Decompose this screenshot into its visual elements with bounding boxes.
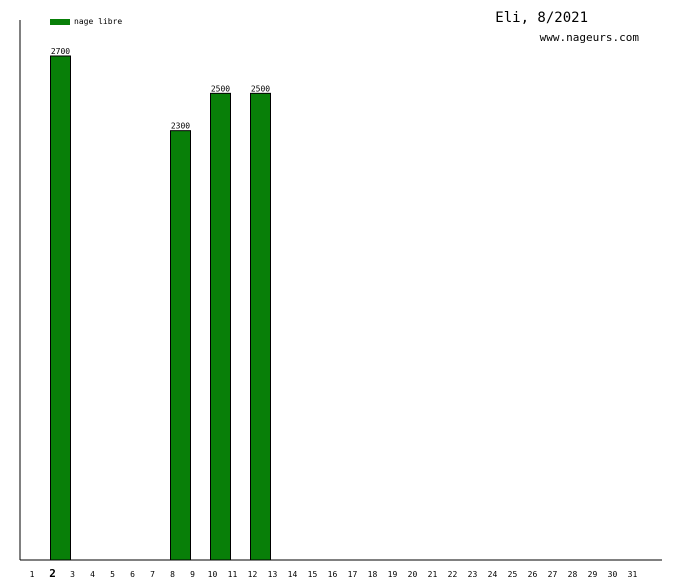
x-tick-label-9: 9 bbox=[190, 570, 195, 579]
chart-legend: nage libre bbox=[50, 17, 122, 26]
x-tick-label-17: 17 bbox=[348, 570, 358, 579]
x-tick-label-11: 11 bbox=[228, 570, 238, 579]
x-tick-label-25: 25 bbox=[508, 570, 518, 579]
x-tick-label-22: 22 bbox=[448, 570, 458, 579]
chart-x-tick-labels: 1 2 3 4 5 6 7 8 9 10 11 12 13 14 15 16 17 18 19 20 21 22 23 24 2… bbox=[30, 567, 638, 580]
site-url: www.nageurs.com bbox=[539, 31, 639, 44]
bar-day-8 bbox=[170, 130, 191, 561]
x-tick-label-24: 24 bbox=[488, 570, 498, 579]
x-tick-label-1: 1 bbox=[30, 570, 35, 579]
x-tick-label-14: 14 bbox=[288, 570, 298, 579]
x-tick-label-19: 19 bbox=[388, 570, 398, 579]
bar-day-2 bbox=[50, 55, 71, 561]
x-tick-label-15: 15 bbox=[308, 570, 318, 579]
x-tick-label-20: 20 bbox=[408, 570, 418, 579]
x-tick-label-13: 13 bbox=[268, 570, 278, 579]
x-tick-label-10: 10 bbox=[208, 570, 218, 579]
legend-label: nage libre bbox=[74, 17, 123, 26]
chart-title: Eli, 8/2021 bbox=[495, 10, 588, 26]
x-tick-label-7: 7 bbox=[150, 570, 155, 579]
x-tick-label-6: 6 bbox=[130, 570, 135, 579]
x-tick-label-27: 27 bbox=[548, 570, 558, 579]
x-tick-label-30: 30 bbox=[608, 570, 618, 579]
bar-value-label-day-8: 2300 bbox=[171, 122, 190, 131]
chart-bars bbox=[50, 55, 271, 561]
x-tick-label-5: 5 bbox=[110, 570, 115, 579]
legend-swatch bbox=[50, 18, 70, 25]
x-tick-label-23: 23 bbox=[468, 570, 478, 579]
chart-axes bbox=[19, 20, 662, 561]
x-tick-label-12: 12 bbox=[248, 570, 258, 579]
bar-day-10 bbox=[210, 92, 231, 561]
bar-day-12 bbox=[250, 92, 271, 561]
x-tick-label-29: 29 bbox=[588, 570, 598, 579]
x-tick-label-26: 26 bbox=[528, 570, 538, 579]
chart-bar-labels: 2700 2300 2500 2500 bbox=[51, 47, 270, 131]
x-tick-label-16: 16 bbox=[328, 570, 338, 579]
x-tick-label-28: 28 bbox=[568, 570, 578, 579]
x-tick-label-21: 21 bbox=[428, 570, 438, 579]
bar-value-label-day-2: 2700 bbox=[51, 47, 70, 56]
x-tick-label-2: 2 bbox=[49, 567, 56, 580]
x-tick-label-4: 4 bbox=[90, 570, 95, 579]
bar-value-label-day-10: 2500 bbox=[211, 84, 230, 93]
x-tick-label-31: 31 bbox=[628, 570, 638, 579]
bar-value-label-day-12: 2500 bbox=[251, 84, 270, 93]
x-tick-label-3: 3 bbox=[70, 570, 75, 579]
x-tick-label-18: 18 bbox=[368, 570, 378, 579]
x-tick-label-8: 8 bbox=[170, 570, 175, 579]
